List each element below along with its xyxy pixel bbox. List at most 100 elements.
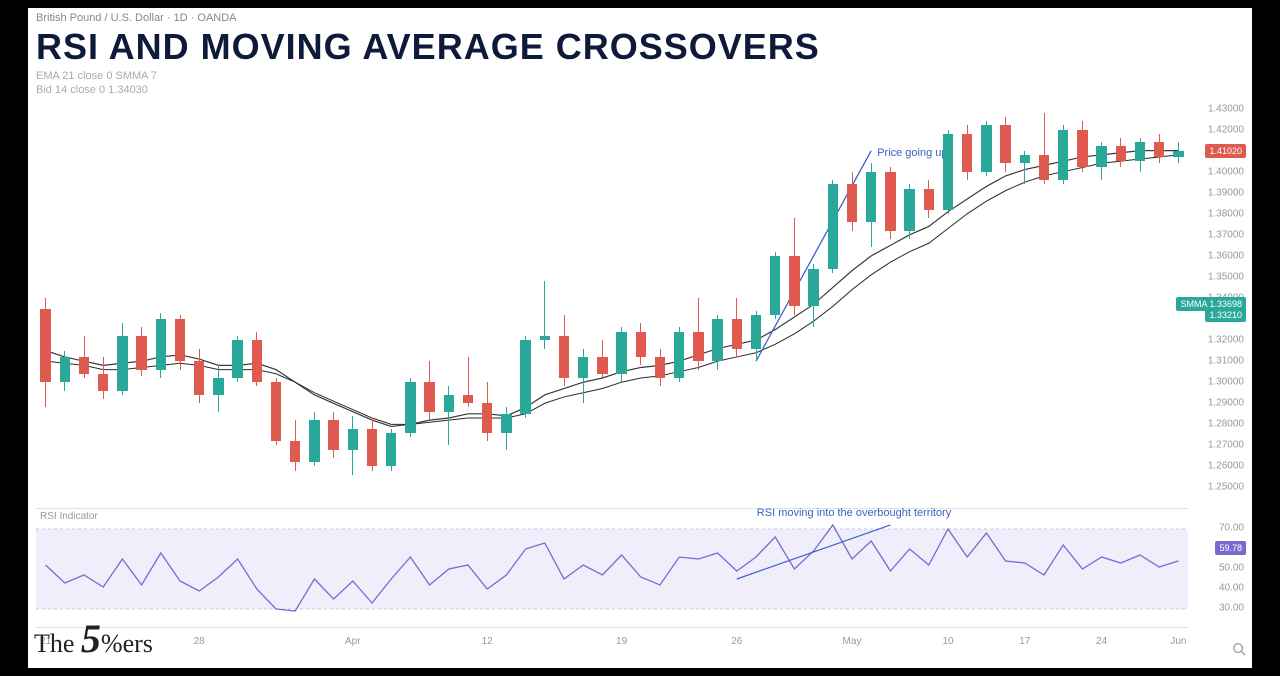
candle-body	[117, 336, 128, 391]
indicator-label-1: EMA 21 close 0 SMMA 7	[36, 70, 157, 82]
candle-body	[175, 319, 186, 361]
price-y-tick: 1.42000	[1208, 124, 1244, 135]
x-tick: 24	[1096, 636, 1107, 647]
x-tick: Jun	[1170, 636, 1186, 647]
price-y-tick: 1.29000	[1208, 398, 1244, 409]
candle-body	[597, 357, 608, 374]
candle-body	[751, 315, 762, 349]
x-tick: 26	[731, 636, 742, 647]
candle-body	[655, 357, 666, 378]
candle-body	[309, 420, 320, 462]
x-tick: May	[843, 636, 862, 647]
candle-body	[808, 269, 819, 307]
chart-frame: British Pound / U.S. Dollar · 1D · OANDA…	[28, 8, 1252, 668]
price-y-tick: 1.30000	[1208, 377, 1244, 388]
candle-body	[828, 184, 839, 268]
time-x-axis: 2128Apr121926May101724Jun	[36, 636, 1188, 656]
logo-prefix: The	[34, 629, 81, 658]
candle-body	[386, 433, 397, 467]
page-title: RSI AND MOVING AVERAGE CROSSOVERS	[36, 26, 820, 68]
candle-body	[578, 357, 589, 378]
candle-body	[636, 332, 647, 357]
price-y-tick: 1.35000	[1208, 271, 1244, 282]
candle-body	[520, 340, 531, 414]
candle-body	[232, 340, 243, 378]
rsi-y-tick: 40.00	[1219, 583, 1244, 594]
candle-body	[424, 382, 435, 411]
symbol-info: British Pound / U.S. Dollar · 1D · OANDA	[36, 12, 237, 24]
candle-body	[962, 134, 973, 172]
candle-body	[271, 382, 282, 441]
x-tick: 19	[616, 636, 627, 647]
candle-body	[847, 184, 858, 222]
candle-body	[463, 395, 474, 403]
candle-body	[789, 256, 800, 307]
candle-body	[156, 319, 167, 370]
candle-body	[559, 336, 570, 378]
candle-body	[616, 332, 627, 374]
x-tick: 10	[942, 636, 953, 647]
annotation-rsi-up: RSI moving into the overbought territory	[757, 507, 951, 519]
candle-body	[904, 189, 915, 231]
rsi-y-tick: 50.00	[1219, 563, 1244, 574]
candle-body	[693, 332, 704, 361]
price-tag: 1.41020	[1205, 144, 1246, 158]
candle-body	[1058, 130, 1069, 181]
candle-body	[98, 374, 109, 391]
candle-body	[348, 429, 359, 450]
rsi-y-tick: 30.00	[1219, 603, 1244, 614]
price-y-tick: 1.25000	[1208, 482, 1244, 493]
candle-body	[213, 378, 224, 395]
price-y-axis: 1.250001.260001.270001.280001.290001.300…	[1190, 98, 1246, 498]
candle-body	[194, 361, 205, 395]
candle-body	[540, 336, 551, 340]
price-y-tick: 1.26000	[1208, 461, 1244, 472]
price-chart[interactable]: Price going up	[36, 98, 1188, 498]
candle-body	[1135, 142, 1146, 161]
candle-body	[885, 172, 896, 231]
candle-body	[1000, 125, 1011, 163]
price-y-tick: 1.40000	[1208, 166, 1244, 177]
logo-percent: %	[101, 629, 123, 658]
candle-body	[1116, 146, 1127, 161]
rsi-y-axis: 30.0040.0050.0060.0070.0059.78	[1190, 508, 1246, 628]
candle-body	[290, 441, 301, 462]
candle-body	[866, 172, 877, 223]
logo-suffix: ers	[123, 629, 153, 658]
candle-body	[924, 189, 935, 210]
candle-body	[674, 332, 685, 378]
logo-number: 5	[81, 616, 101, 661]
price-y-tick: 1.37000	[1208, 229, 1244, 240]
price-y-tick: 1.31000	[1208, 356, 1244, 367]
price-y-tick: 1.38000	[1208, 208, 1244, 219]
x-tick: 17	[1019, 636, 1030, 647]
candle-body	[444, 395, 455, 412]
search-icon[interactable]	[1232, 642, 1246, 656]
price-tag: 1.33210	[1205, 308, 1246, 322]
price-y-tick: 1.43000	[1208, 103, 1244, 114]
price-y-tick: 1.36000	[1208, 250, 1244, 261]
rsi-chart-svg	[36, 509, 1188, 629]
rsi-y-tick: 70.00	[1219, 523, 1244, 534]
candle-body	[1039, 155, 1050, 180]
price-y-tick: 1.39000	[1208, 187, 1244, 198]
candle-body	[501, 414, 512, 433]
candle-body	[1077, 130, 1088, 168]
rsi-chart[interactable]: RSI Indicator RSI moving into the overbo…	[36, 508, 1188, 628]
candle-body	[405, 382, 416, 433]
candle-body	[770, 256, 781, 315]
rsi-value-tag: 59.78	[1215, 541, 1246, 555]
candle-body	[79, 357, 90, 374]
candle-body	[252, 340, 263, 382]
brand-logo: The 5%ers	[34, 615, 153, 662]
candle-body	[1020, 155, 1031, 163]
candle-body	[1154, 142, 1165, 157]
candle-body	[732, 319, 743, 348]
price-chart-svg	[36, 98, 1188, 498]
indicator-label-2: Bid 14 close 0 1.34030	[36, 84, 148, 96]
candle-body	[328, 420, 339, 449]
price-y-tick: 1.32000	[1208, 335, 1244, 346]
candle-body	[40, 309, 51, 383]
x-tick: Apr	[345, 636, 361, 647]
candle-body	[981, 125, 992, 171]
